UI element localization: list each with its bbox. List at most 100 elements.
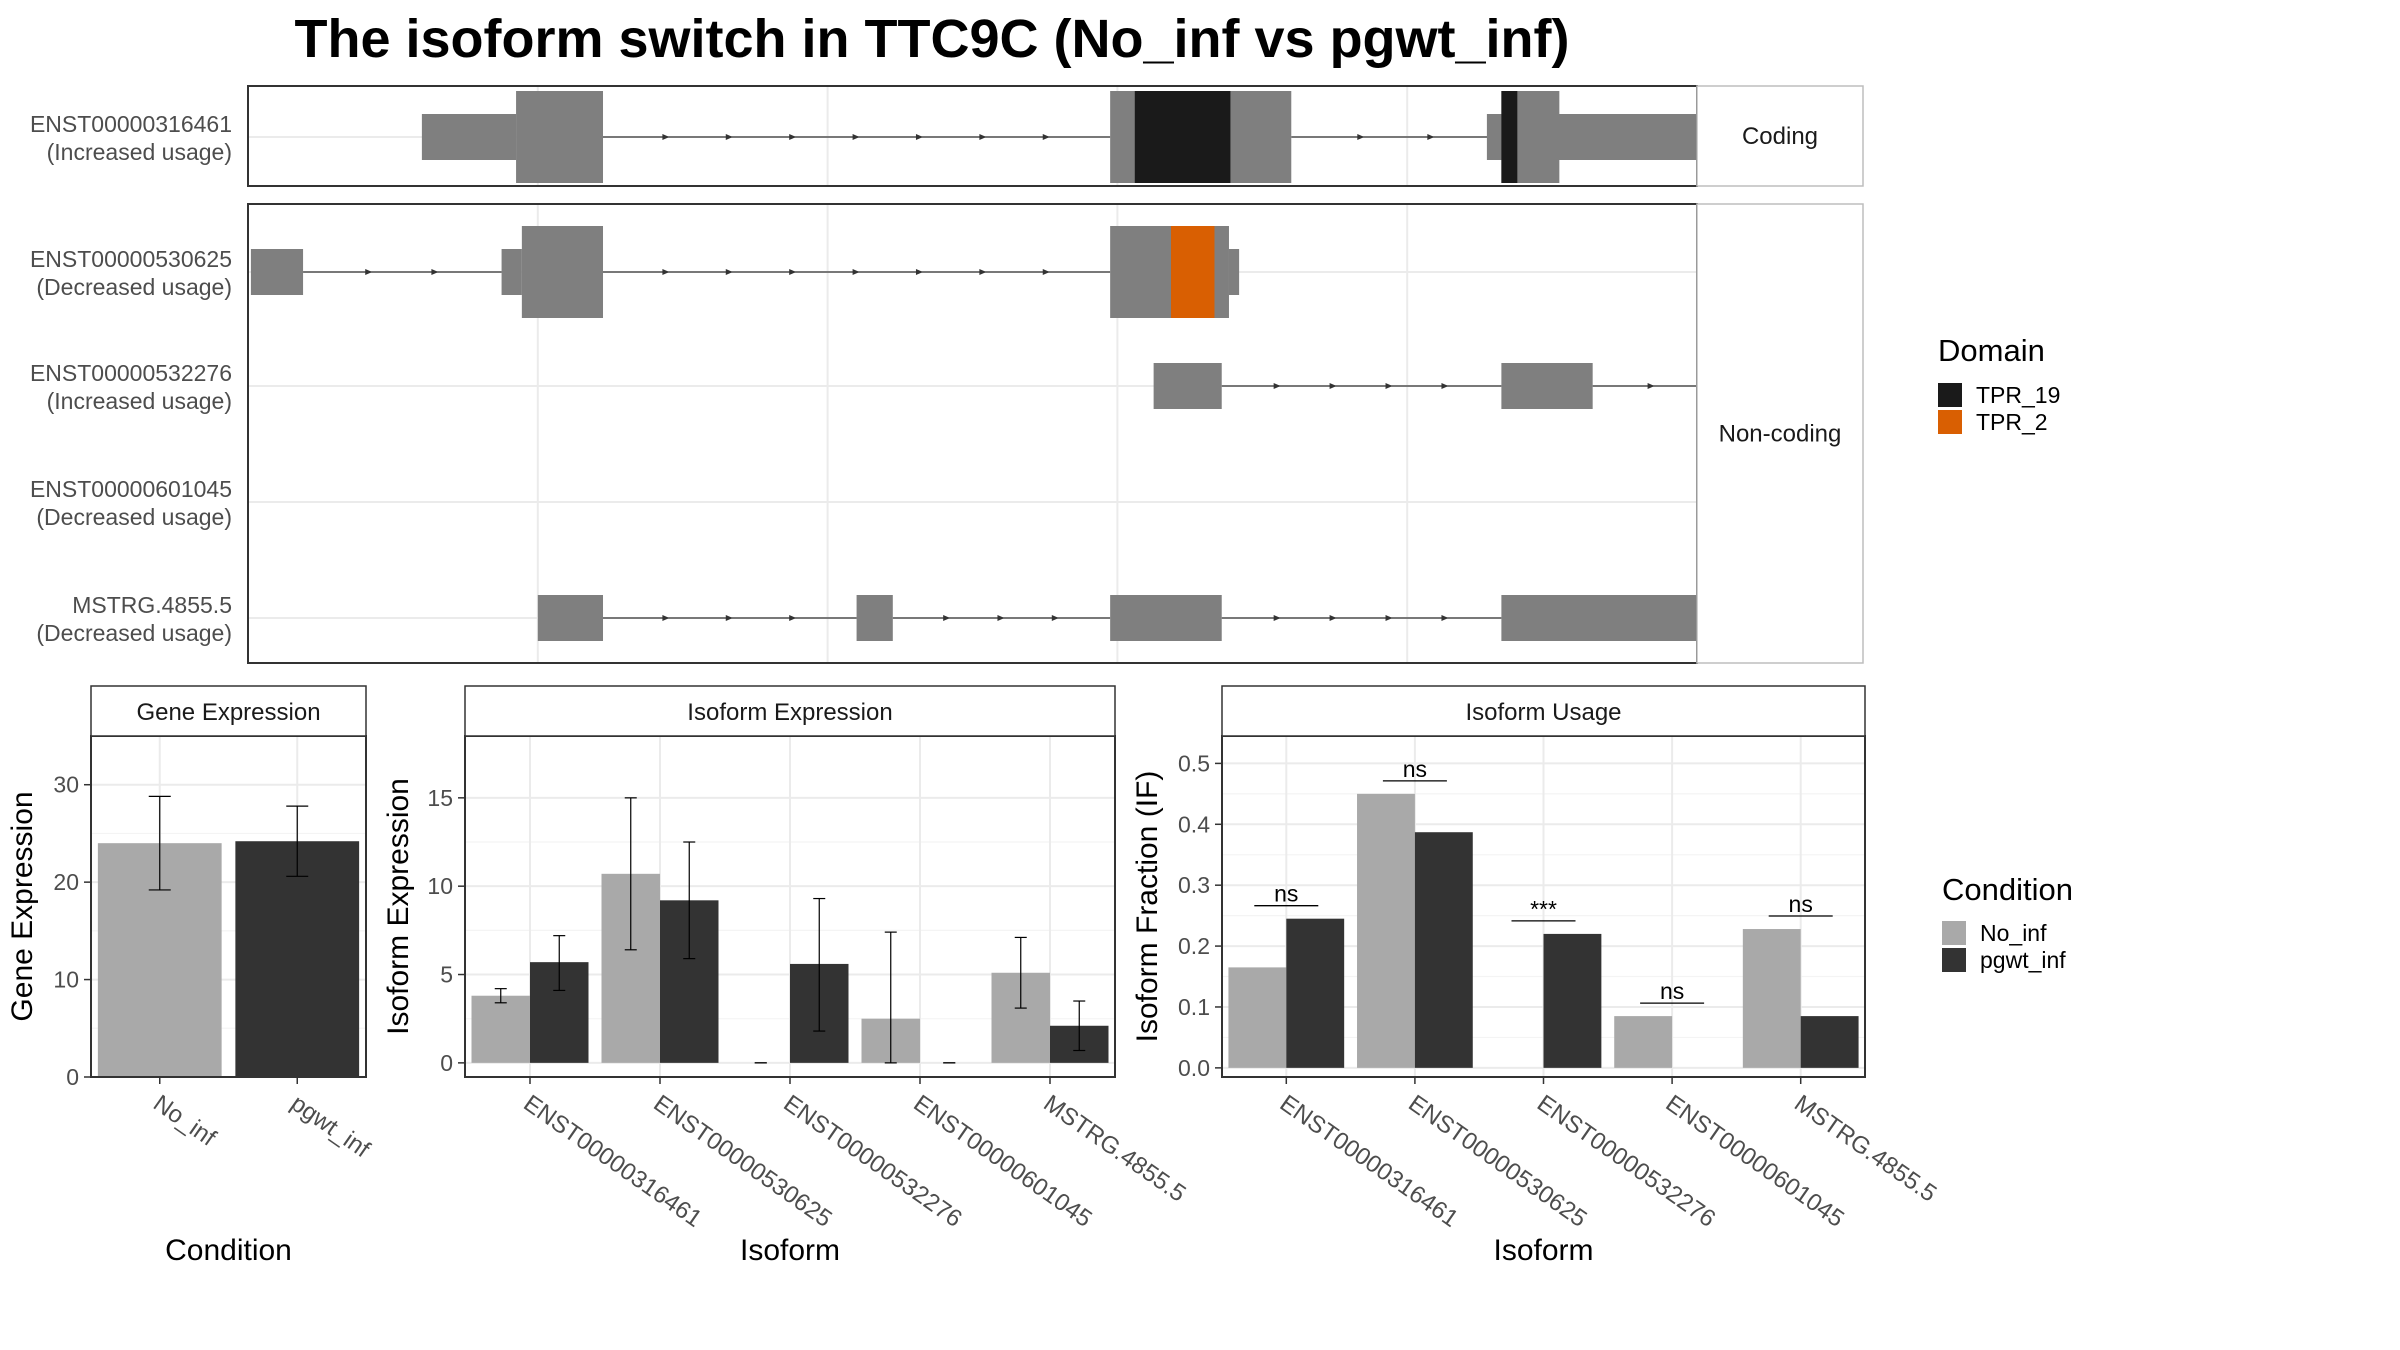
structure-panel-bg: [248, 204, 1697, 663]
utr-exon: [1228, 249, 1240, 295]
significance-label: ns: [1403, 756, 1427, 782]
intron-arrow: [725, 134, 733, 140]
coding-exon: [521, 226, 604, 318]
isoform-label-usage: (Increased usage): [47, 139, 232, 165]
intron-arrow: [1441, 383, 1449, 389]
chart-facet-strip-label: Isoform Expression: [687, 699, 892, 726]
bar: [1286, 918, 1345, 1068]
intron-arrow: [662, 269, 670, 275]
significance-label: ns: [1660, 978, 1684, 1004]
intron-arrow: [662, 615, 670, 621]
isoform-label-usage: (Decreased usage): [36, 620, 232, 646]
y-tick-label: 0: [66, 1064, 79, 1090]
bar: [471, 995, 530, 1063]
bar: [1228, 967, 1287, 1068]
utr-exon: [501, 249, 522, 295]
intron-arrow: [1441, 615, 1449, 621]
intron-arrow: [1329, 615, 1337, 621]
isoform-label-id: ENST00000316461: [30, 111, 232, 137]
isoform-label-id: ENST00000532276: [30, 360, 232, 386]
isoform-structure-ENST00000530625: [250, 226, 1240, 318]
domain-legend-title: Domain: [1938, 333, 2045, 368]
x-tick-label: No_inf: [148, 1090, 221, 1152]
bar: [235, 841, 360, 1077]
x-axis-title: Isoform: [740, 1234, 840, 1267]
chart-facet-strip: [1221, 685, 1866, 737]
utr-exon: [537, 595, 604, 641]
intron-arrow: [725, 615, 733, 621]
domain-legend-key: [1938, 383, 1962, 407]
y-axis-title: Gene Expression: [6, 791, 39, 1021]
condition-legend-label: pgwt_inf: [1980, 947, 2066, 973]
utr-exon: [1110, 595, 1222, 641]
intron-arrow: [1385, 615, 1393, 621]
facet-strip-label: Non-coding: [1719, 421, 1842, 448]
isoform-label-id: ENST00000601045: [30, 476, 232, 502]
utr-exon: [250, 249, 304, 295]
chart-facet-strip: [90, 685, 367, 737]
x-axis-title: Condition: [165, 1234, 292, 1267]
domain-legend-key: [1938, 410, 1962, 434]
facet-strip-label: Coding: [1742, 123, 1818, 150]
bar: [1357, 793, 1415, 1068]
condition-legend-title: Condition: [1942, 872, 2073, 907]
facet-strip: [1696, 203, 1864, 664]
chart-facet-strip: [464, 685, 1116, 737]
isoform-structure-panels: ENST00000316461(Increased usage)ENST0000…: [30, 85, 1864, 664]
intron-arrow: [789, 134, 797, 140]
isoform-label-id: ENST00000530625: [30, 246, 232, 272]
y-axis-title: Isoform Expression: [382, 778, 415, 1035]
isoform-label-id: MSTRG.4855.5: [72, 592, 232, 618]
y-tick-label: 10: [53, 967, 79, 993]
intron-arrow: [789, 615, 797, 621]
x-tick-label: pgwt_inf: [286, 1090, 375, 1164]
y-tick-label: 15: [427, 785, 453, 811]
domain-TPR_19: [1134, 91, 1231, 183]
chart-isoform-expression: Isoform Expression051015ENST00000316461E…: [382, 685, 1191, 1267]
condition-legend-key: [1942, 948, 1966, 972]
intron-arrow: [1273, 383, 1281, 389]
domain-legend-label: TPR_19: [1976, 382, 2060, 408]
intron-arrow: [365, 269, 373, 275]
x-axis-title: Isoform: [1493, 1234, 1593, 1267]
intron-arrow: [1385, 383, 1393, 389]
significance-label: ns: [1274, 881, 1298, 907]
y-tick-label: 0.1: [1178, 994, 1210, 1020]
bar: [1614, 1016, 1673, 1068]
significance-label: ns: [1789, 891, 1813, 917]
isoform-label-usage: (Increased usage): [47, 388, 232, 414]
chart-gene-expression: Gene Expression 0 10 20 30 No_inf pgwt_inf Cond…: [6, 685, 375, 1267]
utr-exon: [1153, 363, 1222, 409]
significance-label: ***: [1530, 896, 1557, 922]
utr-exon: [421, 114, 517, 160]
intron-arrow: [1042, 134, 1050, 140]
y-tick-label: 20: [53, 869, 79, 895]
intron-arrow: [725, 269, 733, 275]
condition-legend-label: No_inf: [1980, 920, 2047, 946]
y-axis-title: Isoform Fraction (IF): [1131, 771, 1164, 1043]
intron-arrow: [979, 269, 987, 275]
y-tick-label: 0.4: [1178, 811, 1210, 837]
y-tick-label: 0.2: [1178, 933, 1210, 959]
intron-arrow: [1329, 383, 1337, 389]
isoform-label-usage: (Decreased usage): [36, 274, 232, 300]
figure-title: The isoform switch in TTC9C (No_inf vs p…: [294, 9, 1569, 69]
y-tick-label: 5: [440, 962, 453, 988]
intron-arrow: [1647, 383, 1655, 389]
intron-arrow: [1427, 134, 1435, 140]
intron-arrow: [789, 269, 797, 275]
domain-TPR_19: [1501, 91, 1518, 183]
isoform-label-usage: (Decreased usage): [36, 504, 232, 530]
bar: [1543, 933, 1602, 1068]
intron-arrow: [1273, 615, 1281, 621]
facet-strip: [1696, 85, 1864, 187]
intron-arrow: [662, 134, 670, 140]
intron-arrow: [852, 269, 860, 275]
intron-arrow: [997, 615, 1005, 621]
domain-legend-label: TPR_2: [1976, 409, 2048, 435]
chart-isoform-usage: ns ns *** ns ns Isoform Usage 0.0 0.1 0.2 0.3 0.4 0…: [1131, 685, 1941, 1267]
condition-legend-key: [1942, 921, 1966, 945]
coding-exon: [516, 91, 604, 183]
chart-facet-strip-label: Gene Expression: [136, 699, 320, 726]
